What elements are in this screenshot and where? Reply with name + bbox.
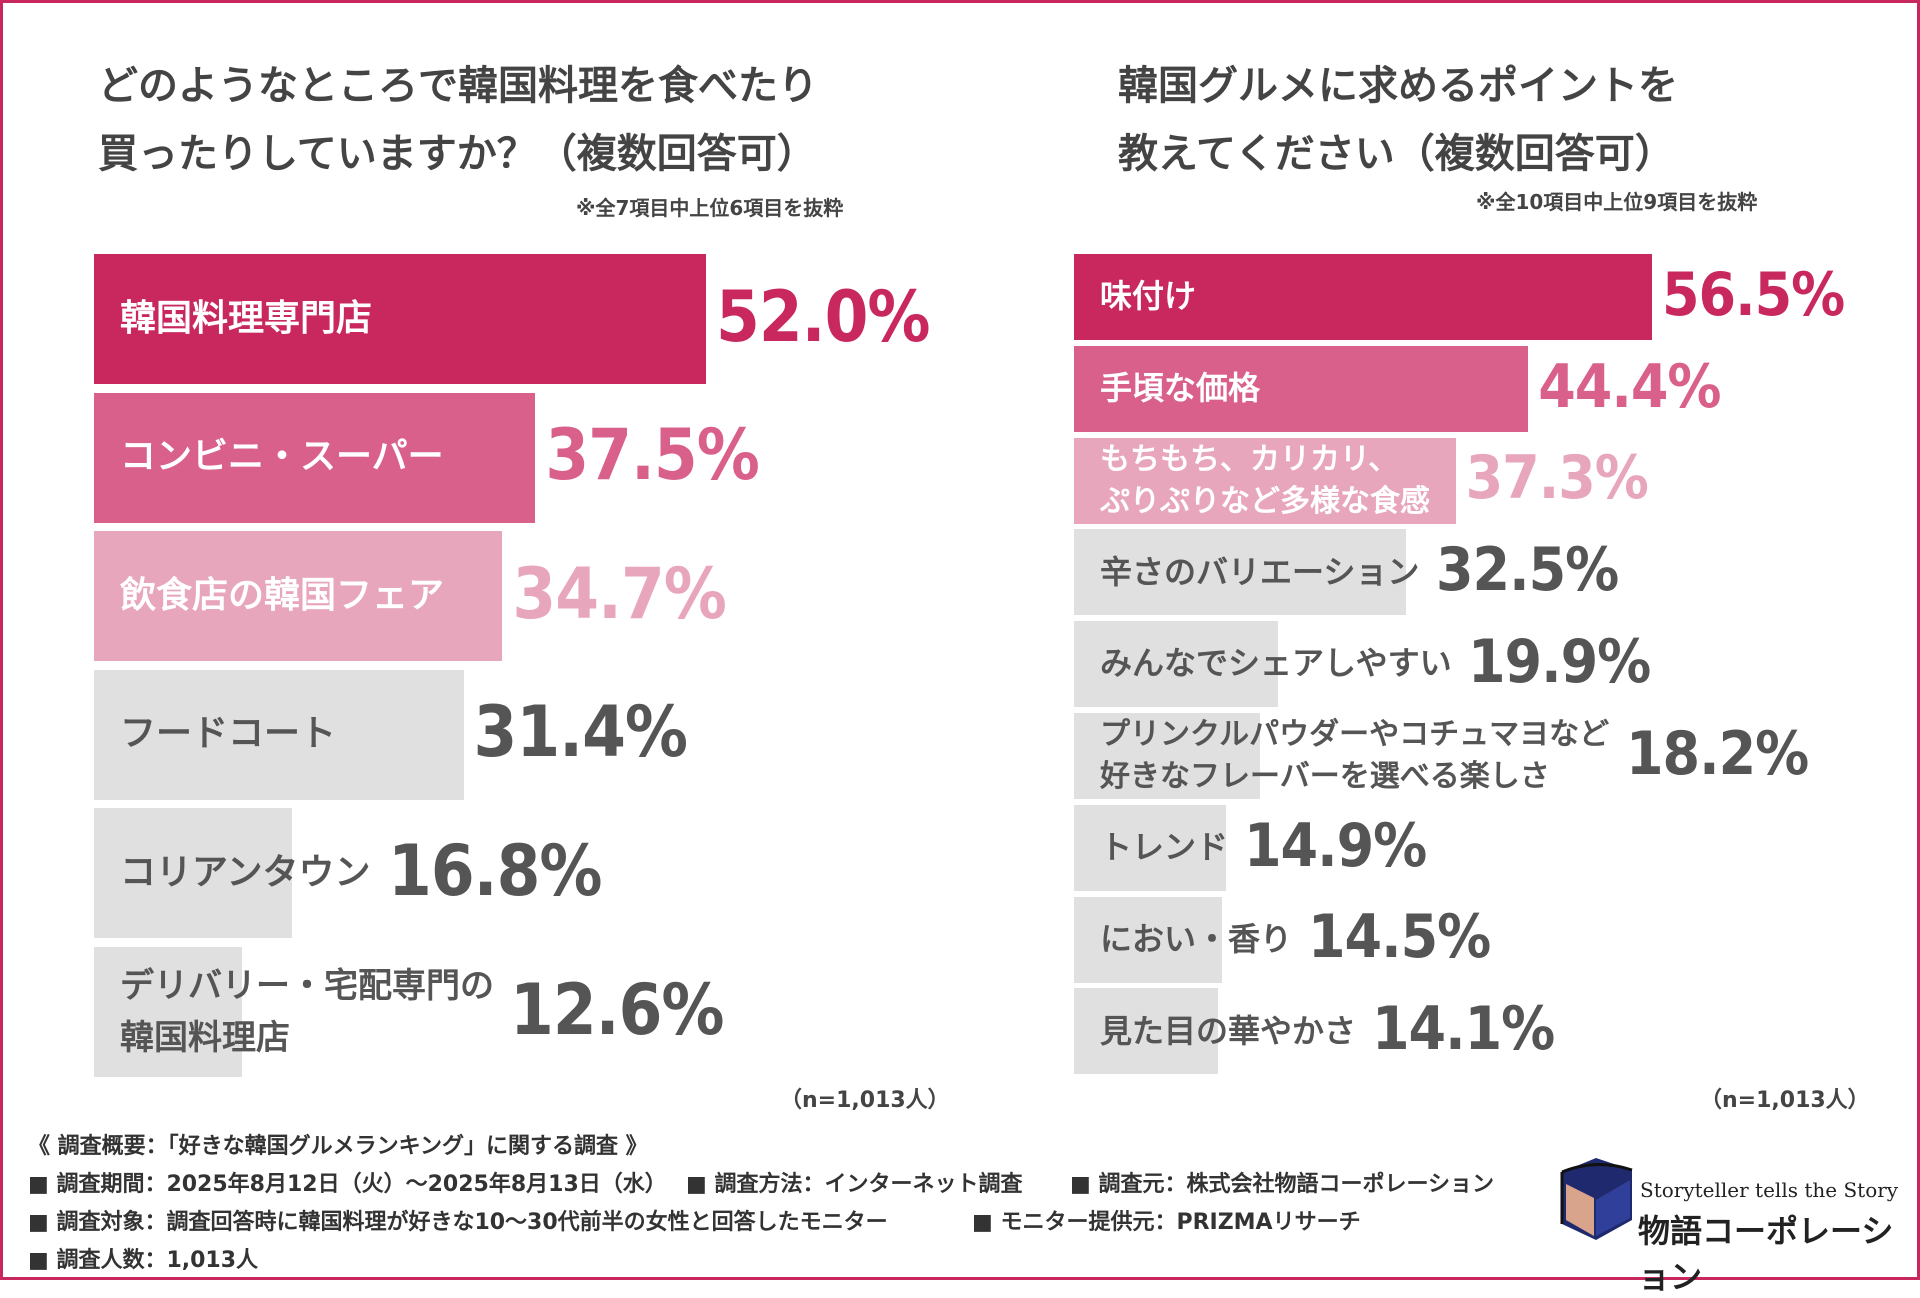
book-icon [1560,1158,1633,1240]
chart-bar [1074,254,1652,340]
left-note: ※全7項目中上位6項目を抜粋 [576,196,844,220]
bar-category-text: におい・香り [1100,919,1293,958]
bar-category-label: もちもち、カリカリ、 ぷりぷりなど多様な食感 [1100,439,1430,523]
bar-value-label: 12.6% [510,968,724,1051]
chart-bar [1074,988,1219,1075]
bar-category-label: みんなでシェアしやすい [1100,643,1452,685]
bar-category-label: プリンクルパウダーやコチュマヨなど 好きなフレーバーを選べる楽しさ [1100,714,1609,798]
bar-value-label: 34.7% [512,552,726,635]
bar-value-label: 56.5% [1662,259,1845,330]
bar-category-label: 手頃な価格 [1100,368,1260,410]
chart-bar [1074,896,1223,983]
bar-category-label: フードコート [120,711,336,758]
bar-category-text: 韓国料理店 [120,1018,290,1058]
right-title-line2: 教えてください（複数回答可） [1118,131,1675,177]
chart-bar [94,669,464,800]
bar-category-text: 飲食店の韓国フェア [120,574,445,616]
bar-category-label: トレンド [1100,827,1228,869]
left-title: どのようなところで韓国料理を食べたり 買ったりしていますか？（複数回答可） [98,52,818,188]
bar-category-label: 韓国料理専門店 [120,296,372,343]
bar-category-text: トレンド [1100,828,1229,866]
chart-bar [1074,713,1261,799]
survey-count: ■ 調査人数：1,013人 [28,1248,259,1273]
chart-bar [1074,529,1407,616]
bar-category-text: みんなでシェアしやすい [1100,644,1452,683]
bar-category-label: コリアンタウン [120,850,371,897]
bar-category-text: コリアンタウン [120,852,371,893]
right-sample-size: （n=1,013人） [1700,1088,1870,1113]
chart-bar [94,947,243,1077]
bar-category-text: 見た目の華やかさ [1100,1011,1357,1050]
bar-category-text: フードコート [120,713,337,755]
bar-category-label: 味付け [1100,276,1196,318]
bar-category-text: ぷりぷりなど多様な食感 [1100,483,1430,519]
chart-bar [1074,804,1227,891]
bar-value-label: 44.4% [1538,351,1721,422]
bar-category-text: デリバリー・宅配専門の [120,966,494,1006]
logo-name: 物語コーポレーション [1638,1212,1894,1296]
bar-value-label: 31.4% [473,691,688,774]
bar-category-label: 飲食店の韓国フェア [120,573,444,620]
chart-bar [94,392,536,523]
bar-category-text: 辛さのバリエーション [1100,552,1420,591]
bar-category-text: 好きなフレーバーを選べる楽しさ [1100,759,1550,794]
bar-value-label: 19.9% [1468,627,1651,697]
bar-category-label: 見た目の華やかさ [1100,1011,1356,1053]
bar-category-text: 味付け [1100,277,1197,316]
chart-bar [1074,621,1278,708]
chart-bar [94,531,503,662]
bar-category-text: もちもち、カリカリ、 [1100,441,1399,477]
survey-period: ■ 調査期間：2025年8月12日（火）～2025年8月13日（水） [28,1172,667,1197]
bar-value-label: 52.0% [716,275,930,358]
survey-provider: ■ モニター提供元：PRIZMAリサーチ [972,1210,1361,1235]
bar-category-text: 韓国料理専門店 [120,297,373,339]
bar-category-text: プリンクルパウダーやコチュマヨなど [1100,717,1610,752]
bar-category-text: 手頃な価格 [1100,369,1261,407]
bar-value-label: 32.5% [1436,535,1619,606]
bar-category-label: コンビニ・スーパー [120,434,444,481]
bar-value-label: 16.8% [388,830,602,912]
right-title-line1: 韓国グルメに求めるポイントを [1118,63,1678,109]
logo-tagline: Storyteller tells the Story [1640,1178,1899,1202]
bar-value-label: 18.2% [1626,718,1809,789]
survey-target: ■ 調査対象：調査回答時に韓国料理が好きな10～30代前半の女性と回答したモニタ… [28,1210,888,1235]
left-title-line1: どのようなところで韓国料理を食べたり [98,63,818,109]
bar-value-label: 37.5% [545,414,759,497]
left-title-line2: 買ったりしていますか？（複数回答可） [98,131,817,177]
chart-bar [94,254,706,384]
left-sample-size: （n=1,013人） [780,1088,950,1113]
right-note: ※全10項目中上位9項目を抜粋 [1476,190,1758,214]
survey-heading: 《 調査概要：「好きな韓国グルメランキング」に関する調査 》 [28,1134,648,1159]
chart-bar [94,808,292,939]
bar-category-label: 辛さのバリエーション [1100,552,1419,594]
right-title: 韓国グルメに求めるポイントを 教えてください（複数回答可） [1118,52,1678,188]
bar-value-label: 14.5% [1308,902,1491,973]
chart-bar [1074,437,1456,524]
chart-bar [1074,345,1529,432]
bar-value-label: 14.1% [1372,994,1555,1065]
bar-category-label: デリバリー・宅配専門の 韓国料理店 [120,960,494,1064]
bar-category-label: におい・香り [1100,919,1292,961]
bar-category-text: コンビニ・スーパー [120,436,444,478]
bar-value-label: 37.3% [1465,443,1649,514]
bar-value-label: 14.9% [1244,810,1427,881]
survey-source: ■ 調査元：株式会社物語コーポレーション [1070,1172,1495,1197]
survey-method: ■ 調査方法：インターネット調査 [686,1172,1023,1197]
